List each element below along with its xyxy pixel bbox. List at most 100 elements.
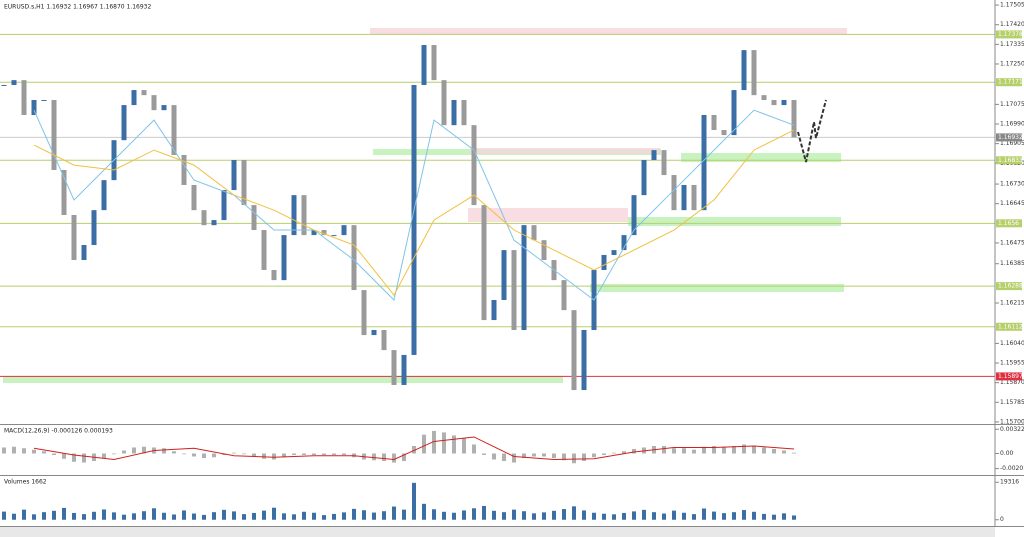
candle xyxy=(741,50,747,91)
candle xyxy=(231,160,237,191)
candle xyxy=(51,99,57,170)
volume-bar xyxy=(582,510,586,520)
level-label: 1.16833 xyxy=(998,157,1023,164)
y-tick-label: 1.15955 xyxy=(1000,360,1024,367)
volume-bar xyxy=(372,512,376,520)
volume-bar xyxy=(672,510,676,520)
macd-bar xyxy=(602,453,606,455)
volume-bar xyxy=(292,514,296,520)
volume-bar xyxy=(262,510,266,520)
y-tick-label: 1.16215 xyxy=(1000,299,1024,306)
y-tick-label: 0 xyxy=(1000,516,1004,523)
macd-bar xyxy=(742,444,746,454)
zone xyxy=(3,376,563,383)
zone xyxy=(681,153,841,162)
y-tick-label: 1.16645 xyxy=(1000,200,1024,207)
candle xyxy=(751,50,757,96)
volume-bar xyxy=(612,514,616,520)
volume-bar xyxy=(352,508,356,520)
volume-bar xyxy=(572,506,576,520)
candle xyxy=(571,310,577,391)
candle xyxy=(271,269,277,281)
macd-bar xyxy=(502,453,506,462)
candle xyxy=(141,90,147,96)
volume-bar xyxy=(682,512,686,520)
macd-bar xyxy=(332,453,336,455)
macd-bar xyxy=(322,453,326,455)
candle xyxy=(371,330,377,336)
macd-bar xyxy=(702,446,706,454)
candle xyxy=(171,105,177,155)
macd-bar xyxy=(162,448,166,454)
macd-bar xyxy=(532,453,536,457)
zone xyxy=(468,208,628,222)
volume-bar xyxy=(392,506,396,520)
volume-bar xyxy=(752,511,756,520)
macd-bar xyxy=(792,452,796,454)
candle xyxy=(761,95,767,100)
macd-bar xyxy=(452,435,456,454)
y-tick-label: 1.17250 xyxy=(1000,60,1024,67)
candle xyxy=(431,45,437,81)
volume-bar xyxy=(302,511,306,520)
volume-bar xyxy=(272,507,276,520)
level-label: 1.17378 xyxy=(998,31,1023,38)
candle xyxy=(671,175,677,211)
candle xyxy=(491,299,497,321)
macd-bar xyxy=(762,447,766,454)
volume-bar xyxy=(542,512,546,520)
volume-bar xyxy=(432,509,436,520)
volume-bar xyxy=(22,509,26,520)
level-label-bg xyxy=(996,30,1022,39)
volume-bar xyxy=(472,508,476,520)
candle xyxy=(481,205,487,321)
macd-bar xyxy=(182,453,186,455)
candle xyxy=(61,169,67,216)
macd-bar xyxy=(662,445,666,454)
volume-bar xyxy=(52,510,56,520)
macd-bar xyxy=(682,448,686,454)
candle xyxy=(121,105,127,141)
macd-bar xyxy=(562,453,566,461)
macd-bar xyxy=(442,432,446,454)
projection xyxy=(797,99,827,163)
level-label-bg xyxy=(996,78,1022,87)
candle xyxy=(301,195,307,236)
candle xyxy=(131,90,137,106)
macd-bar xyxy=(772,448,776,454)
volume-bar xyxy=(42,512,46,520)
candle xyxy=(21,80,27,116)
candle xyxy=(261,230,267,270)
volume-bar xyxy=(152,508,156,520)
volume-bar xyxy=(382,511,386,520)
candle xyxy=(471,125,477,206)
level-label: 1.15897 xyxy=(998,373,1023,380)
y-tick-label: 0.003223 xyxy=(1000,426,1024,433)
volume-bar xyxy=(462,510,466,520)
candle xyxy=(651,150,657,161)
macd-bar xyxy=(382,453,386,462)
zone xyxy=(590,284,844,292)
level-label-bg xyxy=(996,372,1022,381)
candle xyxy=(781,99,787,106)
volume-bar xyxy=(532,513,536,520)
volume-bar xyxy=(412,482,416,520)
y-tick-label: 1.16475 xyxy=(1000,239,1024,246)
volume-bar xyxy=(342,512,346,520)
candle xyxy=(151,95,157,111)
volume-bar xyxy=(82,514,86,520)
moving-average xyxy=(33,129,795,297)
level-label: 1.16288 xyxy=(998,283,1023,290)
candle xyxy=(691,184,697,211)
candle xyxy=(331,235,337,237)
candle xyxy=(661,150,667,176)
volume-bar xyxy=(772,514,776,520)
level-label: 1.1656 xyxy=(998,220,1019,227)
candle xyxy=(181,154,187,185)
macd-bar xyxy=(32,449,36,454)
candle xyxy=(161,105,167,111)
volume-bar xyxy=(782,513,786,520)
y-tick-label: 1.16730 xyxy=(1000,181,1024,188)
volume-bar xyxy=(662,513,666,520)
